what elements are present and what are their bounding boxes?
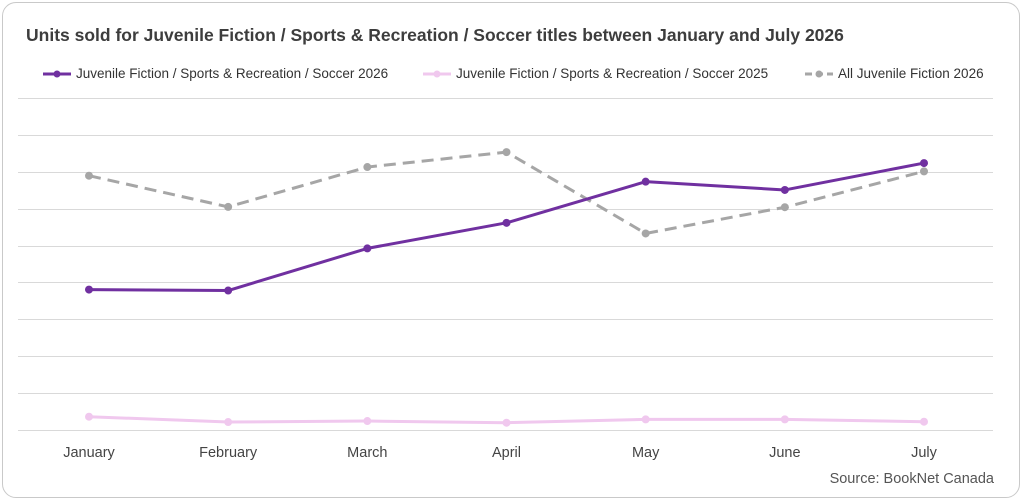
legend-item-series-3: All Juvenile Fiction 2026 xyxy=(804,66,984,81)
series-2-point xyxy=(920,417,928,426)
source-note: Source: BookNet Canada xyxy=(829,471,994,487)
series-2-point xyxy=(502,418,511,427)
series-1-point xyxy=(363,244,372,253)
x-tick-label: March xyxy=(347,445,387,461)
legend-label-series-3: All Juvenile Fiction 2026 xyxy=(838,66,984,81)
x-tick-label: June xyxy=(769,445,800,461)
legend-marker-series-1 xyxy=(43,70,71,77)
series-3-point xyxy=(85,171,93,180)
legend-label-series-1: Juvenile Fiction / Sports & Recreation /… xyxy=(76,66,389,81)
series-3-point xyxy=(920,167,928,176)
x-tick-label: February xyxy=(199,445,258,461)
series-1-point xyxy=(502,218,511,227)
x-tick-label: April xyxy=(492,445,521,461)
x-tick-label: July xyxy=(911,445,938,461)
chart-legend: Juvenile Fiction / Sports & Recreation /… xyxy=(42,66,1002,84)
x-tick-label: January xyxy=(63,445,115,461)
series-2-point xyxy=(85,412,93,421)
chart-title: Units sold for Juvenile Fiction / Sports… xyxy=(26,25,844,45)
series-2-point xyxy=(224,418,233,427)
series-1-point xyxy=(224,286,233,295)
series-3-point xyxy=(502,148,511,157)
legend-item-series-2: Juvenile Fiction / Sports & Recreation /… xyxy=(422,66,768,81)
series-3-point xyxy=(224,202,233,211)
series-1-point xyxy=(85,285,93,294)
x-tick-label: May xyxy=(632,445,660,461)
series-2-point xyxy=(363,417,372,426)
series-1-point xyxy=(641,177,650,186)
series-3-point xyxy=(780,203,789,212)
legend-marker-series-3 xyxy=(805,70,833,77)
series-1-point xyxy=(920,159,928,168)
series-3-point xyxy=(641,229,650,238)
legend-marker-series-2 xyxy=(423,70,451,77)
series-2-point xyxy=(780,415,789,424)
legend-item-series-1: Juvenile Fiction / Sports & Recreation /… xyxy=(42,66,388,81)
series-3-point xyxy=(363,163,372,172)
series-2-point xyxy=(641,415,650,424)
series-1-point xyxy=(780,185,789,194)
legend-label-series-2: Juvenile Fiction / Sports & Recreation /… xyxy=(456,66,769,81)
